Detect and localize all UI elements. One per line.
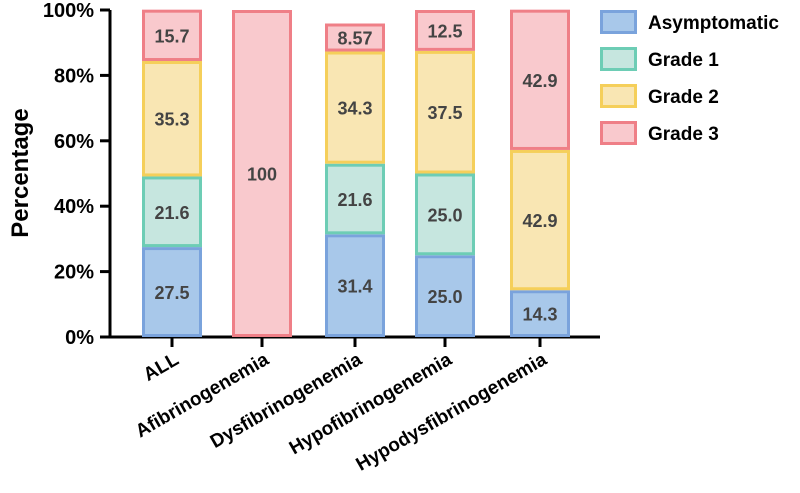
bar-value-label: 27.5 bbox=[154, 283, 189, 303]
bar-value-label: 21.6 bbox=[337, 190, 372, 210]
bar-value-label: 8.57 bbox=[337, 29, 372, 49]
bar-segment bbox=[325, 234, 385, 338]
bar-value-label: 14.3 bbox=[522, 305, 557, 325]
bar-value-label: 25.0 bbox=[427, 205, 462, 225]
legend-label: Grade 2 bbox=[648, 87, 719, 108]
x-category-label: Dysfibrinogenemia bbox=[207, 349, 366, 453]
bar-value-label: 31.4 bbox=[337, 277, 372, 297]
y-axis-label: Percentage bbox=[7, 108, 34, 237]
bar-value-label: 12.5 bbox=[427, 21, 462, 41]
x-category-label: Hypofibrinogenemia bbox=[286, 349, 456, 459]
y-tick-label: 60% bbox=[54, 131, 94, 153]
bar-segment bbox=[142, 9, 202, 62]
legend-swatch bbox=[600, 10, 637, 34]
bar-segment bbox=[325, 23, 385, 52]
legend-label: Asymptomatic bbox=[648, 13, 779, 34]
legend-swatch bbox=[600, 121, 637, 145]
bar-segment bbox=[142, 247, 202, 337]
bar-value-label: 37.5 bbox=[427, 103, 462, 123]
bar-segment bbox=[142, 176, 202, 248]
bar-segment bbox=[142, 61, 202, 177]
bar-segment bbox=[415, 50, 475, 174]
legend-label: Grade 1 bbox=[648, 50, 719, 71]
bar-segment bbox=[325, 51, 385, 164]
bar-segment bbox=[325, 163, 385, 235]
y-tick-label: 20% bbox=[54, 262, 94, 284]
y-ticks: 0% 20% 40% 60% 80% 100% bbox=[43, 0, 110, 349]
bar-segment bbox=[510, 290, 570, 338]
bar-segment bbox=[415, 10, 475, 51]
bar-segment bbox=[510, 149, 570, 291]
bar-segment bbox=[510, 9, 570, 150]
bar-value-label: 100 bbox=[247, 165, 277, 185]
legend-label: Grade 3 bbox=[648, 124, 719, 145]
bar-segment bbox=[415, 255, 475, 337]
bar-value-label: 34.3 bbox=[337, 99, 372, 119]
bar-segment bbox=[415, 173, 475, 256]
y-tick-label: 100% bbox=[43, 0, 94, 22]
bar-value-label: 15.7 bbox=[154, 26, 189, 46]
x-category-label: ALL bbox=[140, 349, 183, 386]
bar-value-label: 21.6 bbox=[154, 203, 189, 223]
legend: Asymptomatic Grade 1 Grade 2 Grade 3 bbox=[600, 10, 779, 145]
y-tick-label: 0% bbox=[65, 327, 94, 349]
bar-value-label: 42.9 bbox=[522, 211, 557, 231]
bars: 27.5 21.6 35.3 15.7 100 31.4 21.6 34.3 8.57 25.0 2… bbox=[142, 9, 570, 338]
legend-swatch bbox=[600, 84, 637, 108]
y-tick-label: 80% bbox=[54, 65, 94, 87]
bar-value-label: 25.0 bbox=[427, 287, 462, 307]
bar-segment bbox=[232, 10, 292, 337]
bar-value-label: 35.3 bbox=[154, 110, 189, 130]
legend-swatch bbox=[600, 47, 637, 71]
bar-value-label: 42.9 bbox=[522, 71, 557, 91]
y-tick-label: 40% bbox=[54, 196, 94, 218]
x-category-labels: ALLAfibrinogenemiaDysfibrinogenemiaHypof… bbox=[132, 337, 551, 476]
